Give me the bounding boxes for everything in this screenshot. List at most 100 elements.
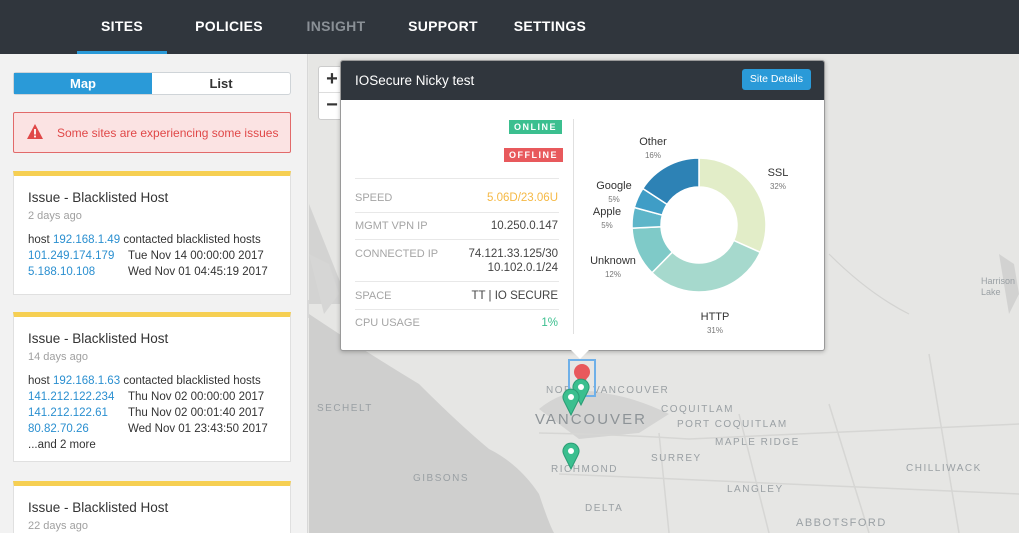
- map-label-gibsons: GIBSONS: [413, 473, 470, 484]
- issue-card[interactable]: Issue - Blacklisted Host 2 days ago host…: [13, 171, 291, 295]
- map-label-surrey: SURREY: [651, 453, 702, 464]
- host-prefix: host: [28, 375, 50, 387]
- divider: [355, 309, 559, 310]
- offline-badge: OFFLINE: [504, 148, 563, 162]
- nav-sites[interactable]: SITES: [77, 0, 167, 54]
- map-label-langley: LANGLEY: [727, 484, 784, 495]
- view-toggle: Map List: [13, 72, 291, 95]
- blacklisted-row: 141.212.122.234 Thu Nov 02 00:00:00 2017: [28, 391, 288, 403]
- legend-ssl-pct: 32%: [769, 182, 786, 191]
- map-label-sechelt: SECHELT: [317, 403, 373, 414]
- connected-ip-label: CONNECTED IP: [355, 248, 439, 260]
- legend-unknown-pct: 12%: [604, 270, 621, 279]
- blacklisted-row: 5.188.10.108 Wed Nov 01 04:45:19 2017: [28, 266, 288, 278]
- issue-age: 2 days ago: [28, 210, 82, 222]
- donut-slice-ssl[interactable]: [698, 157, 767, 254]
- nav-insight[interactable]: INSIGHT: [306, 18, 366, 34]
- issues-alert: Some sites are experiencing some issues: [13, 112, 291, 153]
- legend-apple-name: Apple: [592, 206, 622, 218]
- map-label-maple-ridge: MAPLE RIDGE: [715, 437, 800, 448]
- map-label-abbotsford: ABBOTSFORD: [796, 517, 887, 529]
- host-ip-link[interactable]: 192.168.1.63: [52, 375, 121, 387]
- alert-text: Some sites are experiencing some issues: [57, 126, 279, 140]
- blacklisted-row: 141.212.122.61 Thu Nov 02 00:01:40 2017: [28, 407, 288, 419]
- popup-pointer: [570, 349, 590, 359]
- popup-title: IOSecure Nicky test: [355, 73, 475, 88]
- blacklisted-ip-link[interactable]: 101.249.174.179: [28, 250, 115, 262]
- issue-title: Issue - Blacklisted Host: [28, 331, 169, 346]
- popup-header: IOSecure Nicky test Site Details: [341, 61, 824, 100]
- more-hosts-link[interactable]: ...and 2 more: [28, 439, 96, 451]
- divider: [355, 178, 559, 179]
- map-label-port-coquitlam: PORT COQUITLAM: [677, 419, 788, 430]
- issue-title: Issue - Blacklisted Host: [28, 190, 169, 205]
- zoom-in-button[interactable]: +: [319, 67, 345, 93]
- blacklisted-row: 101.249.174.179 Tue Nov 14 00:00:00 2017: [28, 250, 288, 262]
- blacklisted-ip-link[interactable]: 141.212.122.61: [28, 407, 108, 419]
- legend-google: Google 5%: [594, 180, 634, 204]
- legend-ssl-name: SSL: [767, 167, 789, 179]
- cpu-usage-value: 1%: [541, 317, 558, 329]
- host-suffix: contacted blacklisted hosts: [123, 375, 261, 387]
- speed-label: SPEED: [355, 192, 393, 204]
- mgmt-vpn-ip-label: MGMT VPN IP: [355, 220, 428, 232]
- traffic-donut-chart: [631, 157, 767, 293]
- issue-age: 14 days ago: [28, 351, 88, 363]
- space-label: SPACE: [355, 290, 392, 302]
- connected-ip-value-2: 10.102.0.1/24: [487, 262, 558, 274]
- nav-settings[interactable]: SETTINGS: [513, 18, 587, 34]
- site-marker[interactable]: [560, 386, 582, 416]
- nav-support[interactable]: SUPPORT: [408, 18, 478, 34]
- issue-card[interactable]: Issue - Blacklisted Host 14 days ago hos…: [13, 312, 291, 462]
- host-suffix: contacted blacklisted hosts: [123, 234, 261, 246]
- legend-http-pct: 31%: [706, 326, 723, 335]
- divider: [355, 281, 559, 282]
- site-details-button[interactable]: Site Details: [741, 69, 811, 90]
- blacklisted-time: Tue Nov 14 00:00:00 2017: [128, 250, 264, 262]
- map-view-button[interactable]: Map: [14, 73, 152, 94]
- speed-value: 5.06D/23.06U: [487, 192, 558, 204]
- issue-host-line: host 192.168.1.63 contacted blacklisted …: [28, 375, 261, 387]
- blacklisted-time: Thu Nov 02 00:00:00 2017: [128, 391, 265, 403]
- blacklisted-ip-link[interactable]: 5.188.10.108: [28, 266, 96, 278]
- zoom-out-button[interactable]: −: [326, 94, 338, 116]
- divider: [355, 212, 559, 213]
- legend-apple-pct: 5%: [601, 221, 613, 230]
- host-prefix: host: [28, 234, 50, 246]
- mgmt-vpn-ip-value: 10.250.0.147: [490, 220, 558, 232]
- online-badge: ONLINE: [509, 120, 563, 134]
- site-marker[interactable]: [560, 440, 582, 470]
- legend-http-name: HTTP: [700, 311, 730, 323]
- sites-sidebar: Map List Some sites are experiencing som…: [0, 54, 308, 533]
- blacklisted-row: 80.82.70.26 Wed Nov 01 23:43:50 2017: [28, 423, 288, 435]
- issue-age: 22 days ago: [28, 520, 88, 532]
- map-label-vancouver: VANCOUVER: [535, 411, 647, 428]
- list-view-button[interactable]: List: [209, 76, 233, 91]
- blacklisted-ip-link[interactable]: 141.212.122.234: [28, 391, 115, 403]
- warning-icon: [27, 124, 43, 139]
- host-ip-link[interactable]: 192.168.1.49: [52, 234, 121, 246]
- connected-ip-value-1: 74.121.33.125/30: [468, 248, 558, 260]
- space-value: TT | IO SECURE: [471, 290, 558, 302]
- cpu-usage-label: CPU USAGE: [355, 317, 420, 329]
- donut-slice-other[interactable]: [641, 157, 700, 206]
- nav-policies[interactable]: POLICIES: [195, 18, 263, 34]
- map-label-harrison-lake: Harrison Lake: [981, 276, 1016, 297]
- blacklisted-ip-link[interactable]: 80.82.70.26: [28, 423, 89, 435]
- site-marker[interactable]: [570, 376, 592, 406]
- legend-http: HTTP 31%: [697, 311, 733, 335]
- issue-host-line: host 192.168.1.49 contacted blacklisted …: [28, 234, 261, 246]
- site-popup: IOSecure Nicky test Site Details ONLINE …: [340, 60, 825, 351]
- legend-google-pct: 5%: [608, 195, 620, 204]
- popup-divider: [573, 119, 574, 334]
- map-label-coquitlam: COQUITLAM: [661, 404, 734, 415]
- blacklisted-time: Wed Nov 01 23:43:50 2017: [128, 423, 268, 435]
- legend-unknown-name: Unknown: [590, 255, 636, 267]
- map-label-richmond: RICHMOND: [551, 464, 618, 475]
- map-label-north-vancouver: NORTH VANCOUVER: [546, 385, 670, 396]
- issue-card[interactable]: Issue - Blacklisted Host 22 days ago: [13, 481, 291, 533]
- legend-unknown: Unknown 12%: [587, 255, 639, 279]
- map-label-delta: DELTA: [585, 503, 624, 514]
- divider: [355, 239, 559, 240]
- top-navbar: SITES POLICIES INSIGHT SUPPORT SETTINGS: [0, 0, 1019, 54]
